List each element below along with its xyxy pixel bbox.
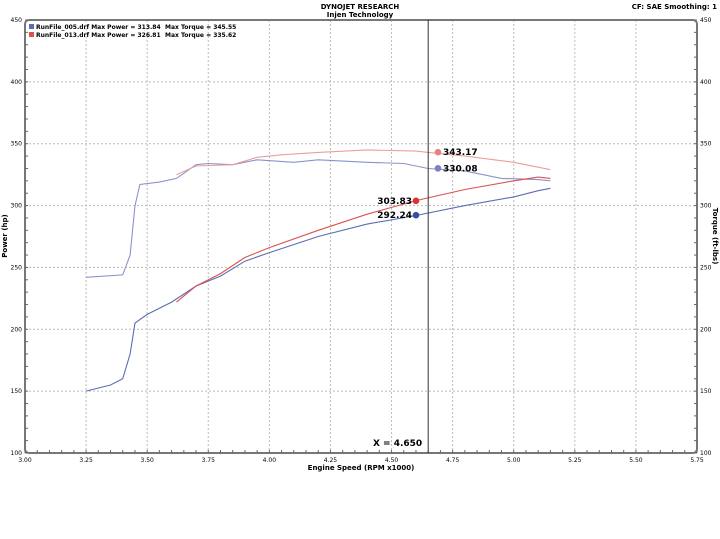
y-tick-label-right: 200 xyxy=(700,326,712,333)
y-tick-label-right: 100 xyxy=(700,450,712,457)
x-tick-label: 4.75 xyxy=(446,457,460,464)
markers: 343.17 330.08 303.83 292.24 xyxy=(377,148,477,221)
x-tick-label: 3.50 xyxy=(141,457,155,464)
y-tick-label: 150 xyxy=(11,388,23,395)
x-tick-label: 5.00 xyxy=(507,457,521,464)
marker-label: 330.08 xyxy=(443,164,478,174)
y-tick-label-right: 350 xyxy=(700,141,712,148)
legend-swatch xyxy=(29,24,34,29)
x-tick-label: 3.00 xyxy=(18,457,32,464)
y-tick-label-right: 300 xyxy=(700,203,712,210)
marker-dot xyxy=(434,165,442,172)
corner-note: CF: SAE Smoothing: 1 xyxy=(632,3,717,11)
x-tick-label: 4.00 xyxy=(263,457,277,464)
grid xyxy=(25,20,697,453)
y-tick-label: 100 xyxy=(11,450,23,457)
series-power-runfile_005 xyxy=(85,187,551,392)
marker-label: 343.17 xyxy=(443,148,478,158)
marker-label: 303.83 xyxy=(377,197,412,207)
x-tick-label: 4.50 xyxy=(385,457,399,464)
y-axis-label: Power (hp) xyxy=(1,214,9,257)
y-tick-label: 400 xyxy=(11,79,23,86)
series-lines xyxy=(85,149,551,392)
x-axis-label: Engine Speed (RPM x1000) xyxy=(308,464,415,472)
y-tick-label-right: 250 xyxy=(700,264,712,271)
plot-frame xyxy=(24,19,698,454)
x-tick-label: 3.25 xyxy=(79,457,93,464)
legend-torque: Max Torque = 335.62 xyxy=(165,32,236,39)
series-power-runfile_013 xyxy=(176,176,551,303)
x-tick-label: 4.25 xyxy=(324,457,338,464)
x-tick-label: 5.50 xyxy=(629,457,643,464)
y-tick-label: 250 xyxy=(11,264,23,271)
marker-dot xyxy=(412,211,420,219)
cursor-label: X = 4.650 xyxy=(373,439,422,449)
y-tick-label-right: 150 xyxy=(700,388,712,395)
y-tick-label: 200 xyxy=(11,326,23,333)
y-tick-label: 350 xyxy=(11,141,23,148)
legend-swatch xyxy=(29,32,34,37)
series-torque-runfile_005 xyxy=(86,159,551,278)
legend-torque: Max Torque = 345.55 xyxy=(165,24,236,31)
y-tick-label: 300 xyxy=(11,203,23,210)
marker-dot xyxy=(434,148,442,156)
chart-subtitle: Injen Technology xyxy=(327,11,394,19)
marker-dot xyxy=(412,197,420,205)
y-axis-label-right: Torque (ft-lbs) xyxy=(711,208,719,265)
series-torque-runfile_013 xyxy=(176,149,551,176)
x-tick-label: 5.25 xyxy=(568,457,582,464)
y-tick-label-right: 450 xyxy=(700,17,712,24)
axis-ticks: 3.00 3.25 3.50 3.75 4.00 4.25 4.50 4.75 5.00 5.25… xyxy=(11,17,712,464)
marker-label: 292.24 xyxy=(377,211,412,221)
legend: RunFile_005.drf Max Power = 313.84 Max To… xyxy=(29,24,236,39)
legend-label: RunFile_013.drf Max Power = 326.81 xyxy=(36,32,161,39)
chart-title: DYNOJET RESEARCH xyxy=(321,3,400,11)
y-tick-label-right: 400 xyxy=(700,79,712,86)
x-tick-label: 3.75 xyxy=(202,457,216,464)
y-tick-label: 450 xyxy=(11,17,23,24)
legend-label: RunFile_005.drf Max Power = 313.84 xyxy=(36,24,161,31)
x-tick-label: 5.75 xyxy=(690,457,704,464)
